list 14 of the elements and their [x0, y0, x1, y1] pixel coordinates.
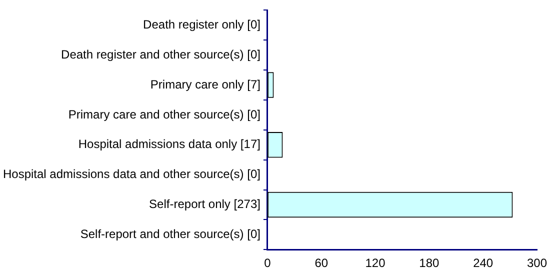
x-tick-label: 300 — [526, 256, 548, 270]
y-tick-label: Self-report and other source(s) [0] — [80, 226, 260, 241]
y-tick-label: Hospital admissions data and other source(s) [0] — [2, 167, 260, 182]
y-tick-label: Death register only [0] — [143, 17, 260, 32]
x-tick-label: 240 — [473, 256, 494, 270]
x-tick-label: 120 — [365, 256, 386, 270]
y-tick-label: Death register and other source(s) [0] — [61, 47, 260, 62]
y-tick-label: Primary care only [7] — [150, 77, 260, 92]
y-tick-label: Primary care and other source(s) [0] — [68, 107, 260, 122]
y-tick-label: Hospital admissions data only [17] — [78, 137, 260, 152]
y-tick-label: Self-report only [273] — [149, 197, 260, 212]
x-tick-label: 60 — [314, 256, 328, 270]
x-tick-label: 180 — [419, 256, 440, 270]
x-tick-label: 0 — [264, 256, 272, 270]
